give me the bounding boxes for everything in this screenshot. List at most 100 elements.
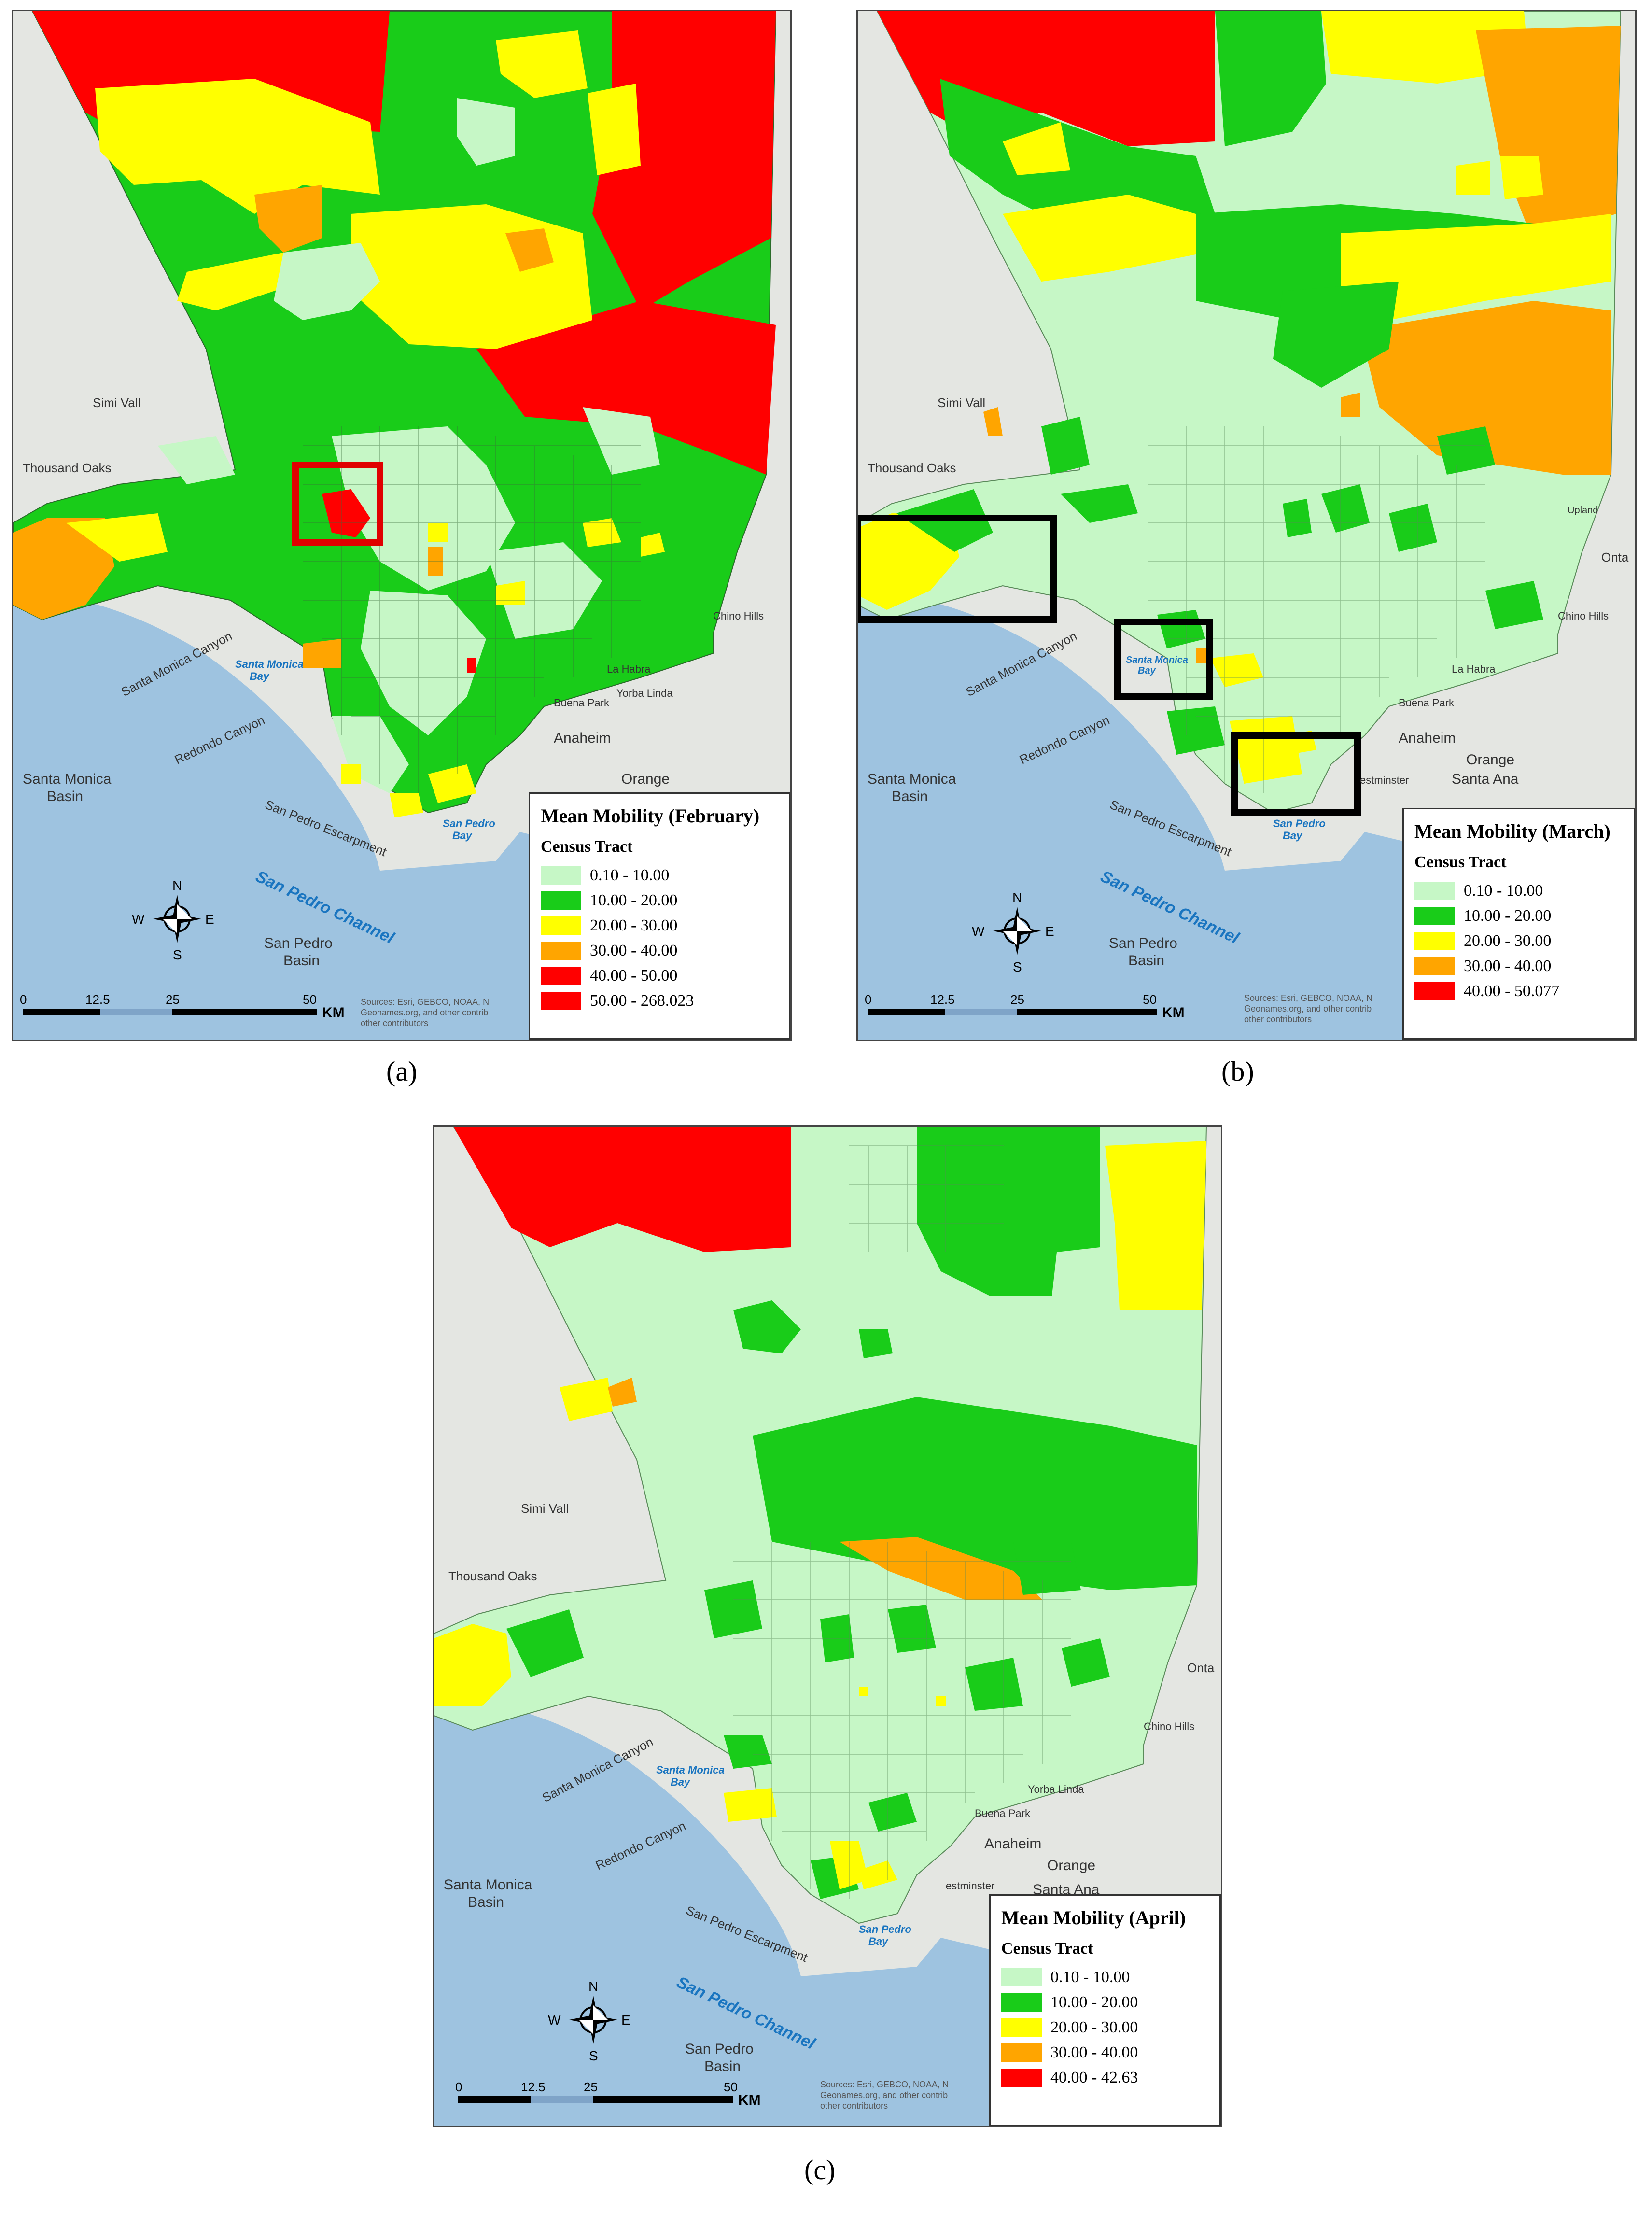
legend-subtitle: Census Tract (541, 838, 633, 856)
south-label: S (589, 2048, 598, 2063)
label-thousand-oaks: Thousand Oaks (868, 461, 956, 475)
region-orange-north (608, 1378, 637, 1407)
label-san-pedro-bay: San Pedro (443, 817, 495, 830)
label-thousand-oaks: Thousand Oaks (23, 461, 112, 475)
legend-row: 30.00 - 40.00 (1001, 2040, 1209, 2065)
compass-rose: N S E W (132, 878, 214, 962)
legend-row: 0.10 - 10.00 (541, 863, 778, 888)
region-green-nw (940, 79, 1215, 224)
tract-boundaries (733, 1145, 1071, 1899)
region-orange-ne (1476, 26, 1621, 243)
compass-rose: N S E W (548, 1979, 630, 2063)
scale-25: 25 (166, 992, 180, 1007)
west-label: W (132, 912, 145, 927)
label-ontario: Onta (1601, 550, 1629, 564)
tract-boundaries (1148, 426, 1485, 793)
south-label: S (1013, 959, 1022, 974)
highlight-box-coast (858, 515, 1057, 623)
label-simi-valley: Simi Vall (93, 395, 140, 410)
region-green-coast-2 (1061, 484, 1138, 523)
scale-50: 50 (724, 2080, 738, 2094)
label-thousand-oaks: Thousand Oaks (448, 1569, 537, 1583)
label-bay-c: Bay (671, 1776, 691, 1788)
attribution-1: Sources: Esri, GEBCO, NOAA, N (820, 2080, 949, 2089)
attribution-3: other contributors (820, 2101, 888, 2111)
scale-12-5: 12.5 (930, 992, 955, 1007)
label-simi-valley: Simi Vall (521, 1501, 569, 1516)
region-yellow-ne-2 (588, 84, 641, 175)
scale-50: 50 (303, 992, 317, 1007)
east-label: E (1045, 924, 1054, 939)
attribution-1: Sources: Esri, GEBCO, NOAA, N (1244, 993, 1372, 1003)
label-buena-park: Buena Park (1399, 697, 1455, 709)
legend-title: Mean Mobility (April) (1001, 1907, 1186, 1929)
south-label: S (173, 947, 182, 962)
west-label: W (548, 2013, 561, 2028)
legend-title: Mean Mobility (February) (541, 805, 760, 827)
label-westminster: estminster (946, 1880, 994, 1892)
region-orange-north (254, 185, 322, 253)
legend-row: 20.00 - 30.00 (541, 913, 778, 938)
label-la-habra: La Habra (1452, 663, 1496, 675)
label-bay-b3: Bay (1283, 830, 1303, 842)
label-santa-ana: Santa Ana (1452, 771, 1519, 787)
scale-50: 50 (1143, 992, 1157, 1007)
label-yorba-linda: Yorba Linda (616, 687, 673, 699)
label-santa-monica-basin: Santa Monica (444, 1877, 532, 1893)
label-basin-a: Basin (47, 789, 83, 804)
label-orange: Orange (621, 771, 670, 787)
attribution-2: Geonames.org, and other contrib (1244, 1004, 1372, 1014)
legend-april: Mean Mobility (April) Census Tract 0.10 … (989, 1894, 1221, 2126)
legend-row: 40.00 - 50.077 (1414, 979, 1623, 1004)
label-la-habra: La Habra (607, 663, 651, 675)
region-green-coast (506, 1609, 584, 1677)
label-santa-monica-basin: Santa Monica (868, 771, 956, 787)
scale-0: 0 (455, 2080, 462, 2094)
region-green-north-3 (859, 1329, 893, 1358)
label-anaheim: Anaheim (984, 1836, 1041, 1852)
scale-unit: KM (322, 1005, 345, 1021)
legend-row: 30.00 - 40.00 (541, 938, 778, 963)
label-santa-monica-bay: Santa Monica (235, 658, 304, 670)
legend-row: 30.00 - 40.00 (1414, 954, 1623, 979)
legend-row: 50.00 - 268.023 (541, 988, 778, 1014)
map-panel-april: Simi Vall Thousand Oaks Santa Monica Can… (433, 1125, 1222, 2127)
tract-boundaries (303, 426, 641, 793)
label-san-pedro-bay: San Pedro (859, 1923, 911, 1935)
label-san-pedro-basin: San Pedro (1109, 935, 1177, 951)
compass-rose: N S E W (972, 890, 1054, 974)
attribution-1: Sources: Esri, GEBCO, NOAA, N (361, 997, 489, 1007)
label-bay-b: Bay (1138, 665, 1156, 676)
label-basin-b: Basin (892, 789, 928, 804)
label-ontario: Onta (1187, 1661, 1215, 1675)
north-label: N (1012, 890, 1022, 905)
legend-february: Mean Mobility (February) Census Tract 0.… (529, 792, 790, 1040)
label-santa-monica-bay: Santa Monica (656, 1764, 725, 1776)
region-green-north-2 (733, 1300, 801, 1353)
label-orange: Orange (1047, 1858, 1095, 1874)
scale-bar: 0 12.5 25 50 KM (20, 992, 345, 1021)
legend-row: 40.00 - 42.63 (1001, 2065, 1209, 2090)
label-basin-b2: Basin (1128, 953, 1164, 969)
east-label: E (205, 912, 214, 927)
map-panel-february: Simi Vall Thousand Oaks Santa Monica Can… (12, 10, 792, 1041)
scale-12-5: 12.5 (85, 992, 110, 1007)
label-santa-monica-basin: Santa Monica (23, 771, 112, 787)
label-basin-a2: Basin (283, 953, 320, 969)
region-green-north (917, 1127, 1100, 1296)
scale-12-5: 12.5 (521, 2080, 546, 2094)
region-red-east (476, 301, 776, 475)
highlight-box-san-pedro (1231, 732, 1361, 816)
region-yellow-ne (1105, 1141, 1206, 1310)
scale-0: 0 (865, 992, 871, 1007)
region-red-northwest (453, 1127, 791, 1252)
west-label: W (972, 924, 985, 939)
label-basin-c: Basin (468, 1894, 504, 1910)
north-label: N (172, 878, 182, 893)
caption-a: (a) (386, 1056, 418, 1087)
east-label: E (621, 2013, 630, 2028)
label-san-pedro-basin: San Pedro (685, 2041, 754, 2057)
legend-row: 0.10 - 10.00 (1001, 1965, 1209, 1990)
label-chino-hills: Chino Hills (1144, 1720, 1194, 1733)
label-anaheim: Anaheim (554, 730, 611, 746)
